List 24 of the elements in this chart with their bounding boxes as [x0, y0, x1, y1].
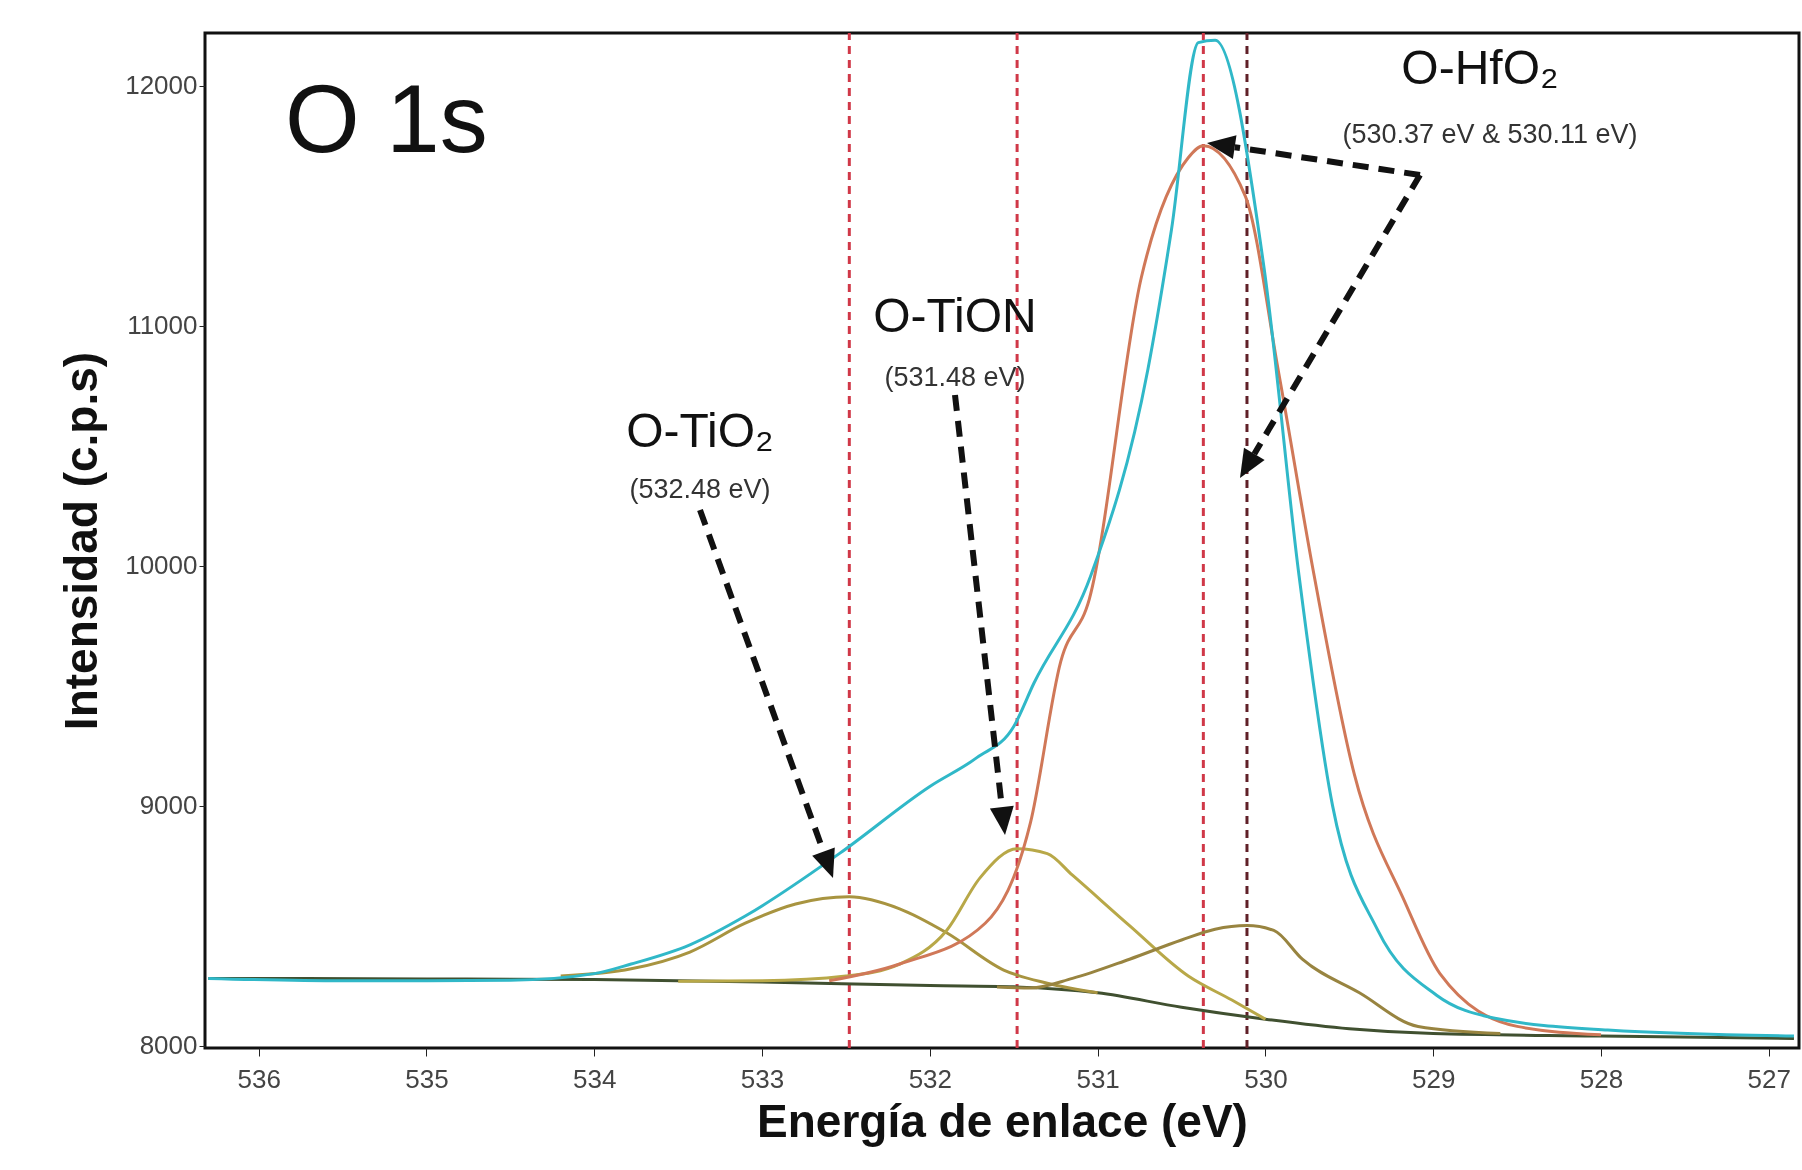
line-series	[206, 38, 1796, 1038]
x-tick-label: 532	[908, 1063, 953, 1094]
line-series	[995, 924, 1502, 1036]
y-tick-label: 9000	[139, 790, 198, 821]
line-series	[559, 895, 1100, 995]
x-axis-title: Energía de enlace (eV)	[757, 1094, 1248, 1147]
x-tick-label: 530	[1244, 1063, 1288, 1094]
annotation: O-TiO₂ (532.48 eV)	[626, 404, 774, 504]
annotation: O-HfO₂ (530.37 eV & 530.11 eV)	[1342, 41, 1638, 149]
x-tick-label: 529	[1412, 1063, 1456, 1094]
y-tick-label: 8000	[139, 1030, 198, 1061]
annotation: O 1s	[285, 65, 488, 172]
x-tick-label: 536	[237, 1063, 281, 1094]
x-tick-label: 531	[1076, 1063, 1120, 1094]
x-tick-label: 533	[740, 1063, 785, 1094]
x-tick-label: 528	[1579, 1063, 1624, 1094]
y-axis-title: Intensidad (c.p.s)	[55, 351, 108, 731]
x-tick-label: 534	[573, 1063, 617, 1094]
x-tick-label: 527	[1747, 1063, 1791, 1094]
y-tick-label: 11000	[127, 310, 198, 341]
y-tick-label: 12000	[125, 70, 198, 101]
y-tick-label: 10000	[125, 550, 198, 581]
annotation: O-TiON (531.48 eV)	[873, 289, 1037, 392]
x-tick-label: 535	[405, 1063, 449, 1094]
